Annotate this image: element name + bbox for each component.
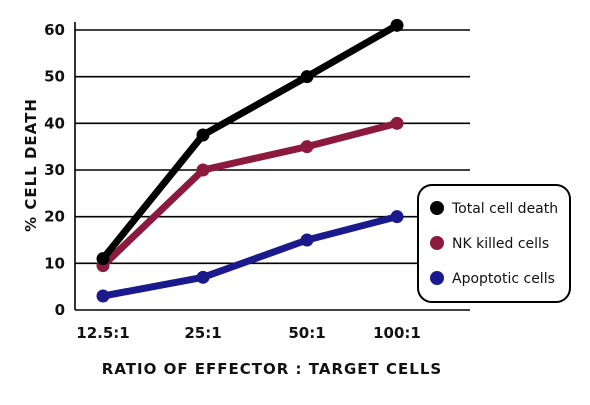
y-tick-label: 40 (44, 114, 65, 132)
y-tick-label: 20 (44, 208, 65, 226)
legend-marker (430, 201, 444, 215)
x-tick-label: 50:1 (288, 324, 325, 342)
data-point (300, 140, 314, 154)
y-tick-label: 30 (44, 161, 65, 179)
legend-label: Apoptotic cells (452, 271, 555, 287)
data-point (196, 270, 210, 284)
data-point (96, 289, 110, 303)
data-point (390, 18, 404, 32)
series-line (99, 119, 401, 270)
y-axis-title: % CELL DEATH (22, 98, 40, 232)
gridlines (75, 29, 470, 265)
legend-box (417, 184, 571, 303)
data-point (390, 210, 404, 224)
data-point (300, 233, 314, 247)
y-tick-label: 50 (44, 68, 65, 86)
data-point (196, 163, 210, 177)
legend: Total cell death NK killed cells Apoptotic… (417, 184, 571, 303)
x-axis-title: RATIO OF EFFECTOR : TARGET CELLS (102, 360, 442, 378)
axes: 0 10 20 30 40 50 60 12.5:1 25:1 50:1 100:1 (44, 21, 470, 342)
data-point (196, 128, 210, 142)
data-point (300, 70, 314, 84)
y-tick-label: 10 (44, 254, 65, 272)
x-tick-label: 12.5:1 (76, 324, 129, 342)
data-point (390, 116, 404, 130)
series-line (99, 213, 401, 300)
legend-marker (430, 271, 444, 285)
data-point (96, 252, 110, 266)
series-line (99, 21, 401, 263)
y-tick-label: 60 (44, 21, 65, 39)
legend-marker (430, 236, 444, 250)
x-tick-label: 25:1 (184, 324, 221, 342)
x-tick-label: 100:1 (373, 324, 421, 342)
legend-label: NK killed cells (452, 236, 549, 252)
y-tick-label: 0 (55, 301, 65, 319)
legend-label: Total cell death (451, 201, 558, 217)
series-group (96, 18, 404, 303)
